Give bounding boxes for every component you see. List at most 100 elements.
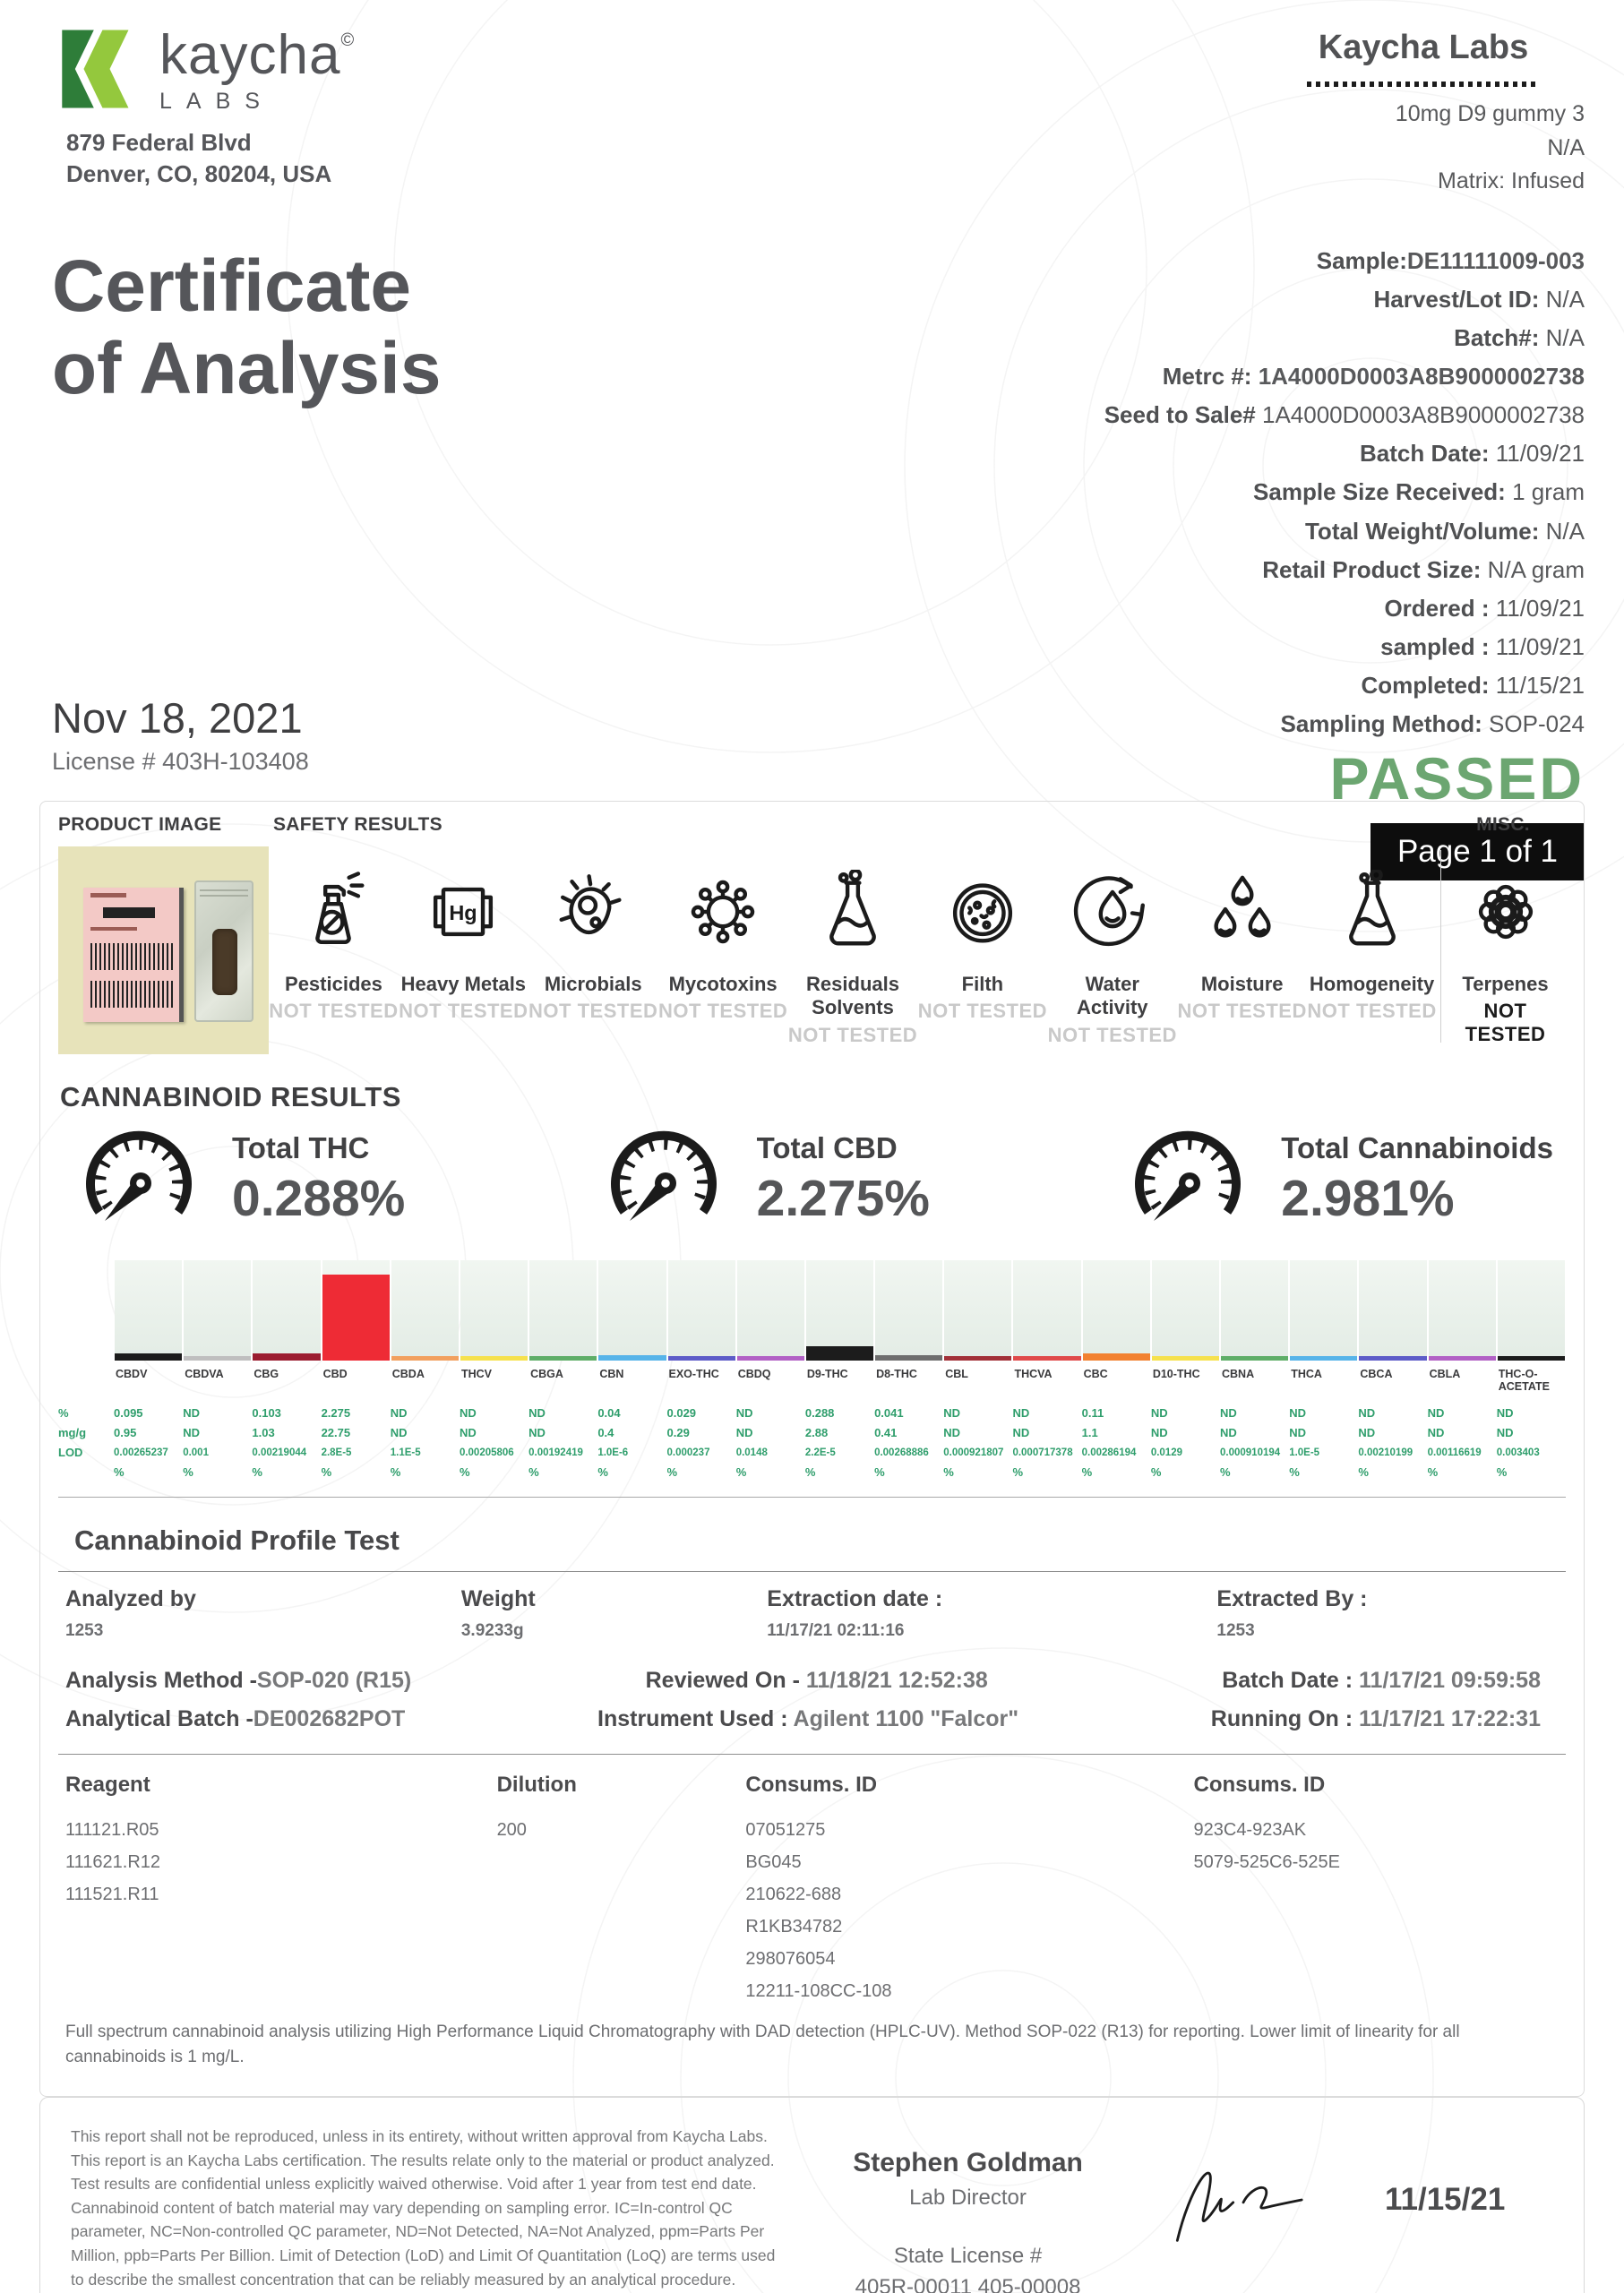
page-title: Certificate of Analysis (52, 245, 442, 410)
bar-d9-thc (805, 1346, 874, 1361)
lod-value: 0.00219044 (252, 1447, 307, 1458)
signatory-block: Stephen Goldman Lab Director State Licen… (826, 2125, 1110, 2293)
lod-value: 1.1E-5 (390, 1447, 421, 1458)
bar-cbdv (115, 1353, 183, 1361)
bar-d10-thc (1151, 1356, 1219, 1361)
bar-track (184, 1260, 252, 1361)
bar-track (805, 1260, 874, 1361)
cannabinoid-name: CBDA (391, 1368, 425, 1380)
unit-value: % (321, 1465, 332, 1479)
reagent-table: Reagent Dilution Consums. ID Consums. ID… (58, 1755, 1566, 2007)
gauge-label: Total THC (232, 1131, 370, 1164)
unit-value: % (1012, 1465, 1023, 1479)
bar-track (1428, 1260, 1496, 1361)
dilution-list: 200 (497, 1814, 746, 2007)
mg-value: ND (390, 1426, 408, 1439)
homogeneity-icon (1330, 870, 1414, 954)
brand-name: kaycha (159, 24, 341, 86)
mg-value: 1.03 (252, 1426, 275, 1439)
safety-test-status: NOT TESTED (787, 1023, 918, 1046)
pct-value: 0.041 (874, 1406, 904, 1420)
lod-value: 0.00205806 (459, 1447, 514, 1458)
sample-detail-value: 1A4000D0003A8B9000002738 (1251, 362, 1585, 390)
dilution-item: 200 (496, 1820, 527, 1840)
bar-thc-o-acetate (1497, 1356, 1565, 1361)
cannabinoid-column-thcv: THCV ND ND 0.00205806% (460, 1260, 528, 1482)
bar-thcv (460, 1356, 528, 1361)
section-misc: MISC. (1476, 814, 1530, 835)
safety-test-label: Water Activity (1077, 973, 1148, 1019)
product-photo (58, 846, 269, 1054)
bar-track (460, 1260, 528, 1361)
brand-reg-mark: © (340, 30, 355, 50)
analysis-method-field: Analysis Method -SOP-020 (R15) (65, 1668, 412, 1693)
bar-cbdva (184, 1356, 252, 1361)
gauge-text: Total CBD 2.275% (757, 1131, 930, 1228)
water-activity-icon (1070, 870, 1155, 954)
sample-detail-label: Retail Product Size: (1262, 555, 1482, 583)
bar-cbd (322, 1275, 390, 1361)
sample-detail-value: 11/09/21 (1489, 594, 1585, 622)
cannabinoid-name: CBG (253, 1368, 279, 1380)
bar-cbg (253, 1353, 321, 1361)
bar-exo-thc (667, 1355, 735, 1361)
mg-value: 0.29 (666, 1426, 690, 1439)
unit-value: % (1496, 1465, 1508, 1479)
chart-row-label: mg/g (58, 1426, 87, 1439)
header: kaycha © LABS 879 Federal Blvd Denver, C… (39, 23, 1585, 880)
batch-date-field: Batch Date : 11/17/21 09:59:58 (1222, 1668, 1541, 1693)
bar-track (1221, 1260, 1289, 1361)
safety-test-microbials: Microbials NOT TESTED (528, 846, 658, 1047)
consums-id-item: 210622-688 (745, 1885, 842, 1904)
cannabinoid-name: CBC (1083, 1368, 1108, 1380)
pct-value: ND (1220, 1406, 1237, 1420)
consums-id-item: 923C4-923AK (1193, 1820, 1307, 1840)
safety-test-mycotoxins: Mycotoxins NOT TESTED (658, 846, 788, 1047)
safety-test-label: Mycotoxins (668, 973, 778, 995)
consums-id-header-2: Consums. ID (1193, 1773, 1326, 1797)
sample-detail-label: Seed to Sale# (1104, 401, 1256, 429)
consums-id-item: BG045 (745, 1852, 802, 1872)
bar-cbna (1221, 1356, 1289, 1361)
bar-track (391, 1260, 459, 1361)
bar-cbca (1359, 1356, 1427, 1361)
bar-track (875, 1260, 943, 1361)
cannabinoid-name: CBD (322, 1368, 348, 1380)
bar-cbla (1428, 1356, 1496, 1361)
cannabinoid-name: CBDVA (185, 1368, 224, 1380)
pct-value: 0.095 (114, 1406, 143, 1420)
gauge-value: 2.275% (756, 1170, 930, 1227)
sample-detail-label: Total Weight/Volume: (1304, 517, 1540, 545)
sample-detail-row: sampled : 11/09/21 (1104, 628, 1585, 666)
sample-detail-value: 1 gram (1505, 478, 1585, 506)
lod-value: 0.00192419 (528, 1447, 583, 1458)
safety-test-label: Pesticides (285, 973, 382, 995)
sample-detail-label: Completed: (1361, 672, 1490, 700)
kaycha-logo: kaycha © LABS (52, 23, 920, 115)
extracted-by-field: Extracted By : 1253 (1216, 1586, 1368, 1640)
signature-block: Signature (1149, 2125, 1338, 2293)
bar-track (115, 1260, 183, 1361)
dilution-header: Dilution (496, 1773, 577, 1797)
sample-detail-label: Batch Date: (1360, 440, 1490, 468)
total-gauge-total-cbd: Total CBD 2.275% (596, 1122, 930, 1237)
safety-test-status: NOT TESTED (657, 1000, 788, 1023)
safety-test-filth: Filth NOT TESTED (917, 846, 1047, 1047)
bar-cbda (391, 1356, 459, 1361)
sample-detail-value: N/A (1539, 323, 1585, 351)
matrix-type: Matrix: Infused (1438, 168, 1585, 193)
sample-detail-row: Batch Date: 11/09/21 (1104, 434, 1585, 473)
bar-track (1013, 1260, 1081, 1361)
analytical-batch-field: Analytical Batch -DE002682POT (65, 1706, 406, 1731)
cannabinoid-name: THCV (460, 1368, 492, 1380)
safety-test-status: NOT TESTED (1047, 1023, 1177, 1046)
safety-test-label: Filth (961, 973, 1004, 995)
consums-id-item: 5079-525C6-525E (1193, 1852, 1340, 1872)
bar-track (667, 1260, 735, 1361)
misc-divider (1440, 850, 1441, 1043)
cannabinoid-bar-chart: % mg/g LOD CBDV 0.095 0.95 0.00265237% CBDVA ND N… (58, 1260, 1566, 1498)
mg-value: ND (183, 1426, 200, 1439)
sample-detail-row: Seed to Sale# 1A4000D0003A8B9000002738 (1104, 396, 1585, 434)
safety-test-status: NOT TESTED (1177, 1000, 1307, 1023)
consums-id-item: 298076054 (745, 1949, 836, 1969)
